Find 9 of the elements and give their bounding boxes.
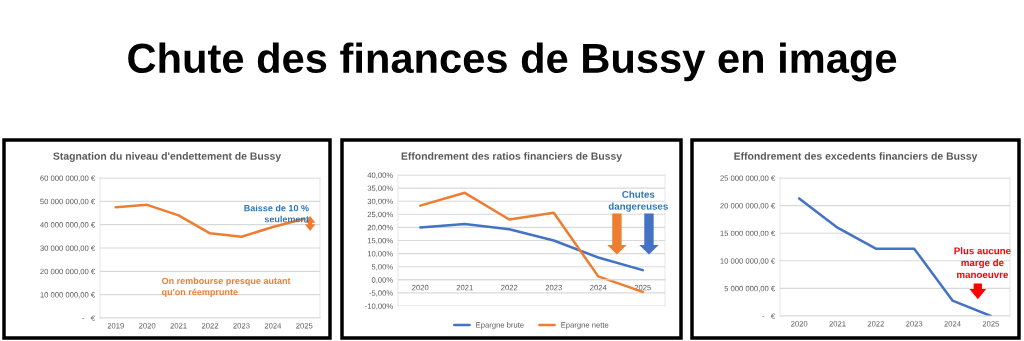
annotation: On rembourse presque autant qu'on réemprunte (161, 277, 291, 297)
chart-title: Effondrement des excedents financiers de Bussy (734, 152, 978, 162)
text: Chute des finances de Bussy en image (128, 42, 897, 82)
line-series (419, 222, 644, 272)
annotation: Plus aucune marge de manoeuvre (954, 247, 1011, 279)
chart-title: Stagnation du niveau d'endettement de Bussy (53, 152, 282, 162)
chart-title: Effondrement des ratios financiers de Bussy (401, 152, 623, 162)
annotation: Chutes dangereuses (608, 190, 668, 212)
annotation: Baisse de 10 % seulement (244, 204, 309, 223)
